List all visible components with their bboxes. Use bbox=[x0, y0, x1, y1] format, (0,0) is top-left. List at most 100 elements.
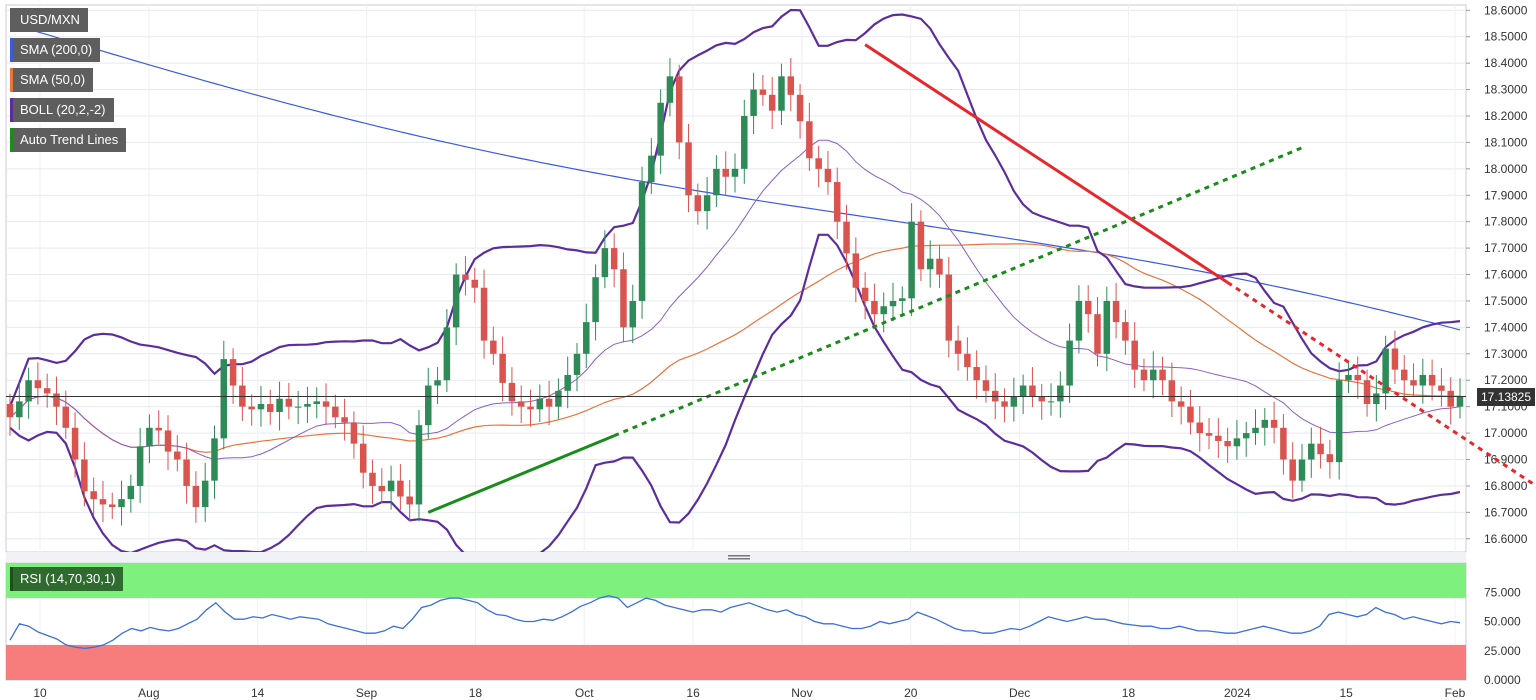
y-tick-label: 18.5000 bbox=[1484, 30, 1528, 44]
legend-sma-200-label: SMA (200,0) bbox=[20, 42, 93, 57]
candle-body bbox=[322, 401, 330, 407]
candle-body bbox=[1047, 401, 1055, 403]
candle-body bbox=[852, 253, 860, 288]
candle-body bbox=[592, 277, 599, 323]
candle-body bbox=[583, 322, 590, 354]
candle-body bbox=[536, 398, 544, 410]
candle-body bbox=[127, 485, 135, 500]
candle-body bbox=[99, 499, 107, 505]
candle-body bbox=[1112, 300, 1120, 323]
candle-body bbox=[675, 76, 683, 143]
candle-body bbox=[1140, 369, 1148, 381]
candle-body bbox=[285, 398, 293, 407]
y-tick-label: 17.7000 bbox=[1484, 241, 1528, 255]
x-tick-label: Dec bbox=[1009, 686, 1030, 700]
x-tick-label: Oct bbox=[575, 686, 594, 700]
candle-body bbox=[741, 115, 748, 169]
candle-body bbox=[759, 89, 767, 95]
candle-body bbox=[136, 446, 144, 486]
candle-body bbox=[192, 485, 200, 508]
candle-body bbox=[964, 353, 971, 368]
legend-instrument-label: USD/MXN bbox=[20, 12, 80, 27]
candle-body bbox=[341, 417, 348, 423]
y-tick-label: 17.3000 bbox=[1484, 347, 1528, 361]
candle-body bbox=[378, 485, 386, 492]
rsi-tick-label: 75.000 bbox=[1484, 585, 1521, 599]
candle-body bbox=[43, 388, 51, 394]
candle-body bbox=[982, 380, 990, 391]
candle-body bbox=[443, 327, 451, 381]
x-tick-label: 16 bbox=[686, 686, 700, 700]
candle-body bbox=[1038, 396, 1045, 402]
candle-body bbox=[248, 406, 255, 410]
candle-body bbox=[350, 422, 358, 444]
candle-body bbox=[908, 221, 915, 299]
candle-body bbox=[1400, 369, 1408, 381]
legend-rsi[interactable]: RSI (14,70,30,1) bbox=[10, 567, 124, 591]
candle-body bbox=[1150, 369, 1157, 381]
candle-body bbox=[257, 404, 265, 410]
legend-swatch bbox=[10, 8, 13, 32]
candle-body bbox=[434, 380, 441, 386]
legend-trend-lines[interactable]: Auto Trend Lines bbox=[10, 128, 127, 152]
candle-body bbox=[1261, 419, 1269, 428]
legend-boll[interactable]: BOLL (20,2,-2) bbox=[10, 98, 114, 122]
candle-body bbox=[1103, 300, 1111, 354]
candle-body bbox=[1010, 396, 1018, 407]
candle-body bbox=[425, 385, 432, 426]
candle-body bbox=[1066, 340, 1073, 386]
candle-body bbox=[1205, 433, 1213, 436]
candle-body bbox=[1308, 443, 1315, 460]
x-tick-label: Nov bbox=[791, 686, 812, 700]
candle-body bbox=[833, 182, 841, 222]
last-price-tag: 17.13825 bbox=[1477, 388, 1535, 406]
candle-body bbox=[1335, 380, 1343, 463]
candle-body bbox=[146, 427, 153, 447]
candle-body bbox=[1270, 419, 1278, 428]
x-tick-label: 15 bbox=[1339, 686, 1353, 700]
legend-sma-50[interactable]: SMA (50,0) bbox=[10, 68, 94, 92]
legend-swatch bbox=[10, 128, 13, 152]
candle-body bbox=[824, 168, 832, 183]
y-tick-label: 18.3000 bbox=[1484, 83, 1528, 97]
candle-body bbox=[685, 142, 692, 196]
y-tick-label: 18.0000 bbox=[1484, 162, 1528, 176]
x-tick-label: 18 bbox=[469, 686, 483, 700]
y-tick-label: 17.5000 bbox=[1484, 294, 1528, 308]
candle-body bbox=[899, 298, 906, 301]
candle-body bbox=[183, 459, 190, 486]
candle-body bbox=[1438, 385, 1445, 391]
candle-body bbox=[6, 404, 14, 418]
candle-body bbox=[666, 76, 674, 103]
x-tick-label: 10 bbox=[33, 686, 47, 700]
candle-body bbox=[1057, 385, 1064, 402]
rsi-tick-label: 25.000 bbox=[1484, 644, 1521, 658]
y-tick-label: 18.4000 bbox=[1484, 56, 1528, 70]
candle-body bbox=[499, 353, 506, 383]
candle-body bbox=[527, 406, 534, 410]
candle-body bbox=[229, 359, 237, 386]
candle-body bbox=[397, 480, 404, 497]
y-tick-label: 16.7000 bbox=[1484, 505, 1528, 519]
y-tick-label: 16.8000 bbox=[1484, 479, 1528, 493]
candle-body bbox=[880, 306, 887, 315]
candle-body bbox=[703, 195, 711, 212]
candle-body bbox=[555, 390, 562, 407]
legend-sma-200[interactable]: SMA (200,0) bbox=[10, 38, 101, 62]
legend-instrument[interactable]: USD/MXN bbox=[10, 8, 88, 32]
y-tick-label: 17.8000 bbox=[1484, 215, 1528, 229]
candle-body bbox=[1215, 435, 1222, 442]
candle-body bbox=[778, 76, 785, 111]
candle-body bbox=[1084, 300, 1092, 315]
candle-body bbox=[1131, 340, 1138, 370]
candle-body bbox=[359, 443, 367, 473]
candle-body bbox=[1419, 374, 1427, 386]
splitter-grip bbox=[728, 555, 750, 557]
candle-body bbox=[508, 382, 516, 402]
y-tick-label: 17.4000 bbox=[1484, 320, 1528, 334]
indicator-legend: USD/MXN SMA (200,0) SMA (50,0) BOLL (20,… bbox=[10, 8, 127, 158]
candle-body bbox=[211, 438, 218, 481]
candle-body bbox=[1456, 396, 1464, 407]
candle-body bbox=[1196, 422, 1203, 434]
candle-body bbox=[1382, 348, 1389, 394]
